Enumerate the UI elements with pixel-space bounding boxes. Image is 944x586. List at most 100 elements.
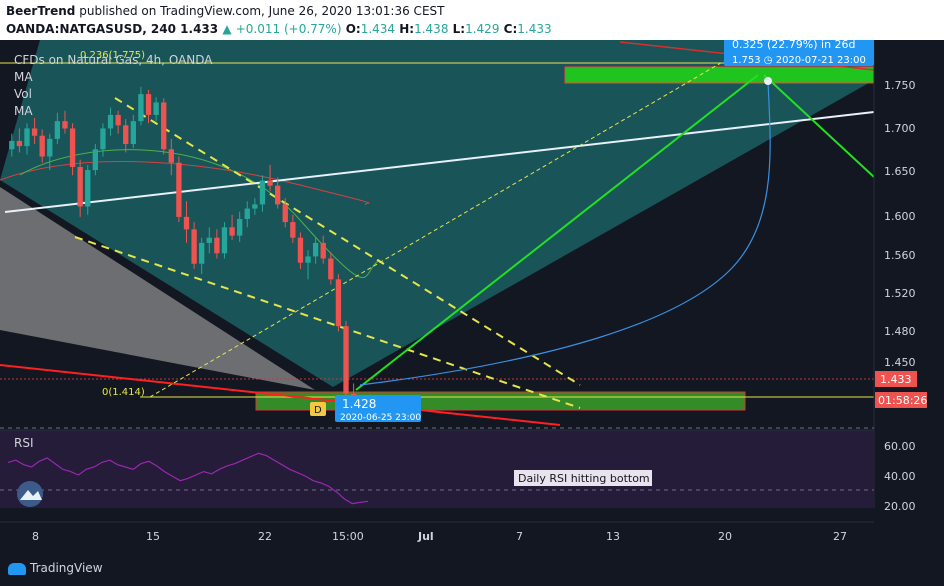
green-uptrend [355,74,759,391]
candle-body [123,125,129,145]
countdown-tag [875,392,927,408]
high-value: 1.438 [414,22,449,36]
time-tick: 15 [146,530,160,543]
candle-body [206,237,212,243]
candle-body [138,94,144,122]
candle-body [31,128,38,136]
candle-body [297,237,304,263]
candle-body [312,242,319,257]
candle-body [252,204,258,209]
time-tick: 22 [258,530,272,543]
start-date: 2020-06-25 23:00 [340,413,421,423]
fib-top-label: 0.236(1.775) [80,50,145,61]
candle-body [168,149,174,163]
low-value: 1.429 [465,22,500,36]
candle-body [54,121,61,139]
candle-body [282,204,288,223]
candle-body [267,180,273,186]
low-label: L: [452,22,466,36]
candle-body [244,208,250,219]
dividend-marker[interactable] [310,402,326,416]
candles [9,86,364,417]
change-arrow: ▲ [222,22,232,36]
candle-body [161,102,167,150]
open-label: O: [345,22,361,36]
candle-body [259,180,266,205]
price-tick: 1.750 [884,79,916,92]
close-label: C: [503,22,518,36]
candle-body [199,242,205,264]
candle-body [69,128,76,167]
price-tick: 1.650 [884,165,916,178]
time-tick: 27 [833,530,847,543]
current-price-tag [875,371,917,387]
time-axis[interactable] [0,508,874,548]
rsi-pane[interactable] [0,430,874,508]
time-tick: 15:00 [332,530,364,543]
candle-body [92,149,99,171]
candle-body [77,166,83,207]
yellow-dashed-upper [114,97,581,386]
target-zone [564,66,875,84]
published-text: published on TradingView.com, June 26, 2… [79,4,445,18]
candle-body [290,222,296,238]
open-value: 1.434 [360,22,396,36]
tv-cloud-icon [17,481,43,507]
price-change: +0.011 (+0.77%) [235,22,342,36]
candle-body [191,229,197,264]
price-tick: 1.450 [884,356,916,369]
candle-body [39,135,45,157]
start-price: 1.428 [342,397,376,411]
legend-title: CFDs on Natural Gas, 4h, OANDA [14,53,213,67]
last-price: 1.433 [180,22,219,36]
candle-body [24,128,30,147]
time-tick: 8 [32,530,39,543]
candle-body [9,140,15,150]
legend-ma-1[interactable]: MA [14,70,33,84]
tradingview-logo-icon [8,562,26,575]
candle-body [100,128,106,150]
candle-body [145,94,152,115]
candle-body [320,242,326,259]
publish-header: BeerTrend published on TradingView.com, … [0,0,944,40]
tradingview-logo[interactable]: TradingView [8,561,103,575]
time-tick: 7 [516,530,523,543]
candle-body [130,121,136,145]
legend-vol[interactable]: Vol [14,87,32,101]
start-box [335,395,421,422]
legend-ma-2[interactable]: MA [14,104,33,118]
candle-body [115,114,121,126]
price-tick: 1.480 [884,325,916,338]
chart-canvas[interactable]: 0.325 (22.79%) in 26d 1.753 ◷ 2020-07-21… [0,40,944,548]
yellow-dashed-lower [74,236,581,409]
candle-body [62,121,68,129]
time-tick: Jul [417,530,434,543]
candle-body [335,279,342,327]
measure-sub: 1.753 ◷ 2020-07-21 23:00 [732,55,866,66]
rsi-line [7,452,369,505]
brand-text: TradingView [30,561,103,575]
rsi-label: RSI [14,436,34,450]
price-tick: 1.560 [884,249,916,262]
red-trendline [0,364,561,426]
rsi-tick: 40.00 [884,470,916,483]
candle-body [328,258,334,280]
rsi-note-box [514,470,652,486]
candle-body [229,227,235,236]
rsi-note: Daily RSI hitting bottom [518,472,650,485]
price-axis[interactable] [874,40,944,548]
high-label: H: [399,22,415,36]
author-name[interactable]: BeerTrend [6,4,76,18]
candle-body [183,216,190,230]
price-tick: 1.520 [884,287,916,300]
time-tick: 20 [718,530,732,543]
price-tick: 1.700 [884,122,916,135]
rsi-tick: 20.00 [884,500,916,513]
price-tick: 1.600 [884,210,916,223]
measure-end-dot [764,77,772,85]
footer [0,548,944,586]
candle-body [47,138,53,157]
candle-body [214,237,220,254]
candle-body [274,185,281,205]
projection-arc [359,79,771,386]
